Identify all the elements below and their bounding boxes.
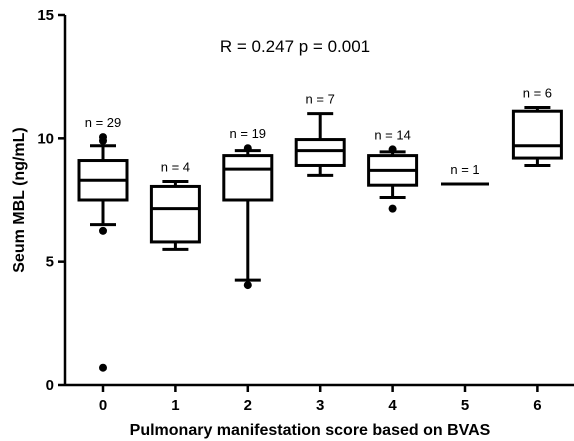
axes — [63, 15, 574, 387]
box — [222, 154, 274, 202]
x-tick-label: 4 — [388, 397, 397, 414]
outlier-point — [243, 144, 252, 153]
n-label: n = 29 — [85, 115, 122, 130]
outlier-point — [99, 133, 107, 142]
box-group-3: n = 7 — [294, 92, 346, 177]
x-tick-label: 0 — [99, 397, 107, 414]
x-tick-label: 5 — [461, 397, 469, 414]
n-label: n = 6 — [523, 86, 552, 101]
outlier-point — [99, 226, 107, 235]
n-label: n = 4 — [161, 160, 190, 175]
y-axis-title: Seum MBL (ng/mL) — [11, 127, 28, 272]
box — [149, 184, 201, 244]
x-tick-label: 6 — [533, 397, 541, 414]
box — [511, 109, 563, 160]
x-ticks: 0 1 2 3 4 5 6 — [99, 385, 542, 414]
outlier-point — [243, 281, 252, 290]
outlier-point — [388, 204, 397, 213]
y-tick-label: 5 — [46, 254, 54, 271]
n-label: n = 19 — [230, 126, 267, 141]
x-tick-label: 1 — [171, 397, 179, 414]
x-tick-label: 2 — [244, 397, 252, 414]
n-label: n = 7 — [306, 92, 335, 107]
box-group-5: n = 1 — [441, 162, 489, 186]
box-group-1: n = 4 — [149, 160, 201, 251]
y-tick-label: 10 — [37, 130, 54, 147]
n-label: n = 14 — [374, 127, 411, 142]
box — [294, 138, 346, 167]
box-group-0: n = 29 — [77, 115, 129, 372]
x-tick-label: 3 — [316, 397, 324, 414]
x-axis-title: Pulmonary manifestation score based on B… — [130, 422, 491, 439]
box-series: n = 29 n = 4 n = 19 n = 7 n = 14 n = 1 n = 6 — [77, 86, 563, 372]
y-tick-label: 15 — [37, 7, 54, 24]
box-group-6: n = 6 — [511, 86, 563, 167]
y-ticks: 0 5 10 15 — [37, 7, 65, 394]
outlier-point — [388, 145, 397, 154]
box-group-4: n = 14 — [367, 127, 419, 213]
correlation-annotation: R = 0.247 p = 0.001 — [220, 37, 370, 56]
outlier-point — [99, 363, 107, 372]
y-tick-label: 0 — [46, 377, 54, 394]
box-group-2: n = 19 — [222, 126, 274, 290]
n-label: n = 1 — [450, 162, 479, 177]
